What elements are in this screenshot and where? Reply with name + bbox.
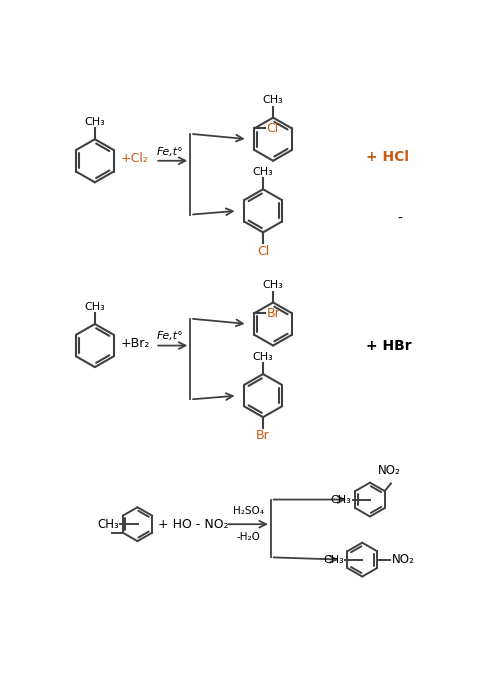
Text: CH₃: CH₃ (323, 555, 344, 565)
Text: Br: Br (267, 306, 280, 320)
Text: + HBr: + HBr (366, 339, 412, 352)
Text: CH₃: CH₃ (252, 352, 274, 362)
Text: CH₃: CH₃ (84, 302, 105, 312)
Text: NO₂: NO₂ (392, 553, 414, 566)
Text: +Br₂: +Br₂ (120, 336, 150, 350)
Text: Cl: Cl (257, 245, 269, 258)
Text: CH₃: CH₃ (263, 96, 284, 105)
Text: +Cl₂: +Cl₂ (120, 152, 148, 165)
Text: Fe,t°: Fe,t° (157, 147, 184, 156)
Text: CH₃: CH₃ (84, 117, 105, 127)
Text: CH₃: CH₃ (252, 167, 274, 177)
Text: Cl: Cl (267, 122, 279, 135)
Text: H₂SO₄: H₂SO₄ (233, 507, 264, 517)
Text: CH₃: CH₃ (97, 518, 119, 530)
Text: NO₂: NO₂ (378, 464, 401, 477)
Text: + HO - NO₂: + HO - NO₂ (157, 518, 228, 530)
Text: -: - (397, 211, 402, 225)
Text: + HCl: + HCl (366, 150, 409, 164)
Text: CH₃: CH₃ (331, 495, 351, 505)
Text: -H₂O: -H₂O (236, 532, 260, 542)
Text: Br: Br (256, 429, 270, 443)
Text: Fe,t°: Fe,t° (157, 332, 184, 341)
Text: CH₃: CH₃ (263, 280, 284, 290)
